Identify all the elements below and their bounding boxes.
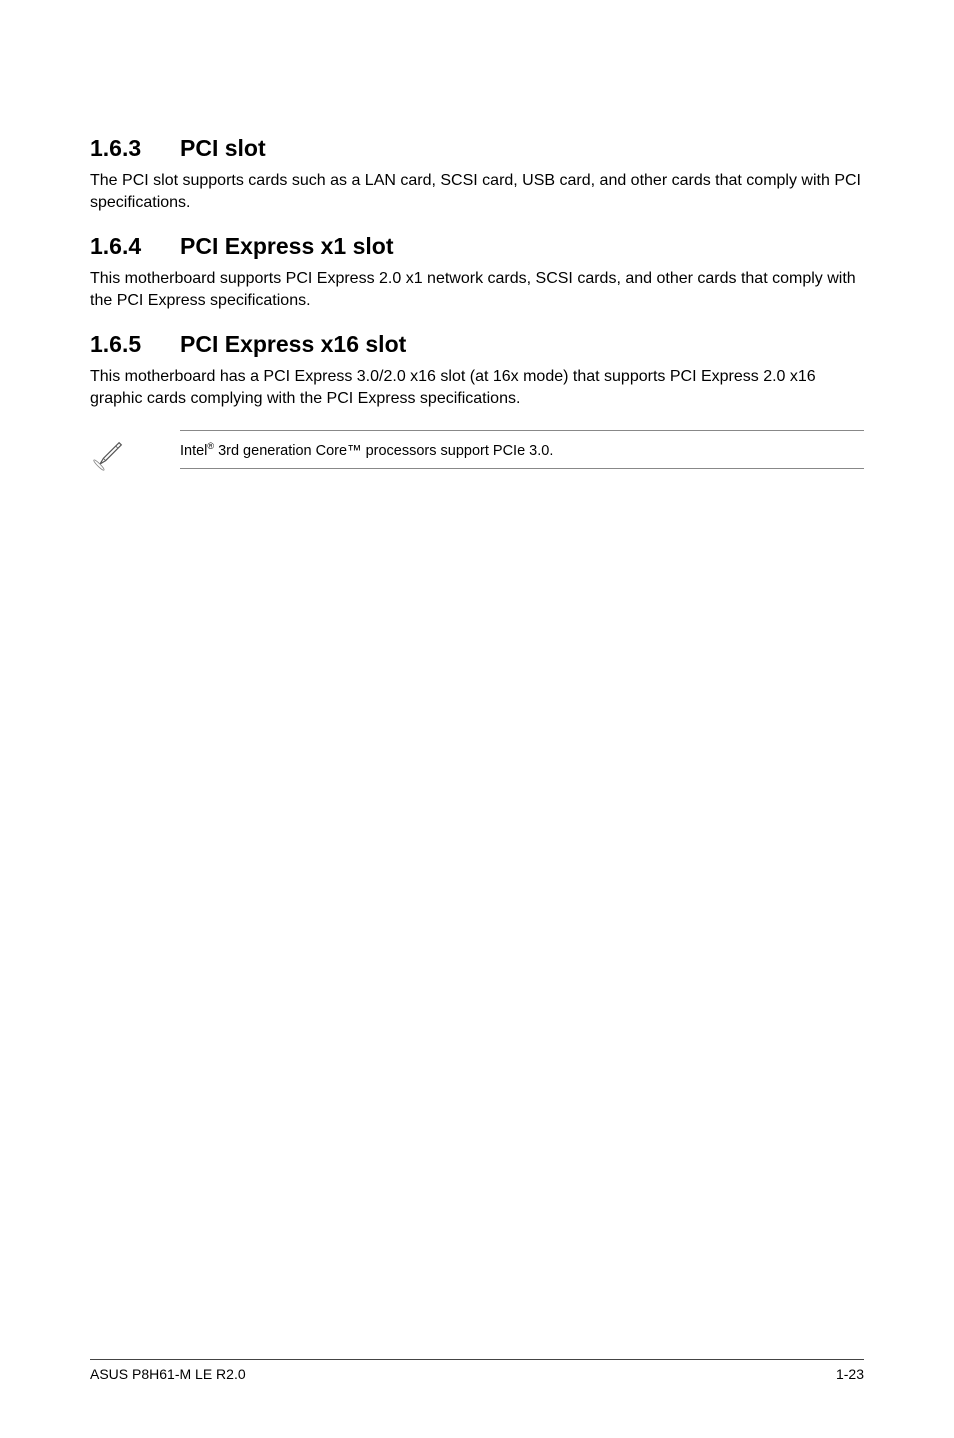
section-heading: 1.6.4PCI Express x1 slot: [90, 233, 864, 260]
note-prefix: Intel: [180, 442, 207, 458]
section-pci-slot: 1.6.3PCI slot The PCI slot supports card…: [90, 135, 864, 213]
note-block: Intel® 3rd generation Core™ processors s…: [90, 430, 864, 479]
section-heading: 1.6.3PCI slot: [90, 135, 864, 162]
section-title: PCI Express x1 slot: [180, 233, 394, 259]
note-suffix: 3rd generation Core™ processors support …: [214, 442, 553, 458]
section-number: 1.6.5: [90, 331, 180, 358]
section-body: This motherboard supports PCI Express 2.…: [90, 268, 864, 311]
section-body: The PCI slot supports cards such as a LA…: [90, 170, 864, 213]
page: 1.6.3PCI slot The PCI slot supports card…: [0, 0, 954, 1438]
section-title: PCI Express x16 slot: [180, 331, 406, 357]
section-heading: 1.6.5PCI Express x16 slot: [90, 331, 864, 358]
page-footer: ASUS P8H61-M LE R2.0 1-23: [90, 1359, 864, 1382]
section-pci-express-x16: 1.6.5PCI Express x16 slot This motherboa…: [90, 331, 864, 409]
section-pci-express-x1: 1.6.4PCI Express x1 slot This motherboar…: [90, 233, 864, 311]
section-number: 1.6.3: [90, 135, 180, 162]
note-content: Intel® 3rd generation Core™ processors s…: [180, 430, 864, 470]
section-title: PCI slot: [180, 135, 266, 161]
footer-page-number: 1-23: [836, 1366, 864, 1382]
note-icon-column: [90, 430, 180, 479]
footer-product-name: ASUS P8H61-M LE R2.0: [90, 1366, 246, 1382]
section-body: This motherboard has a PCI Express 3.0/2…: [90, 366, 864, 409]
section-number: 1.6.4: [90, 233, 180, 260]
pencil-icon: [90, 436, 128, 474]
